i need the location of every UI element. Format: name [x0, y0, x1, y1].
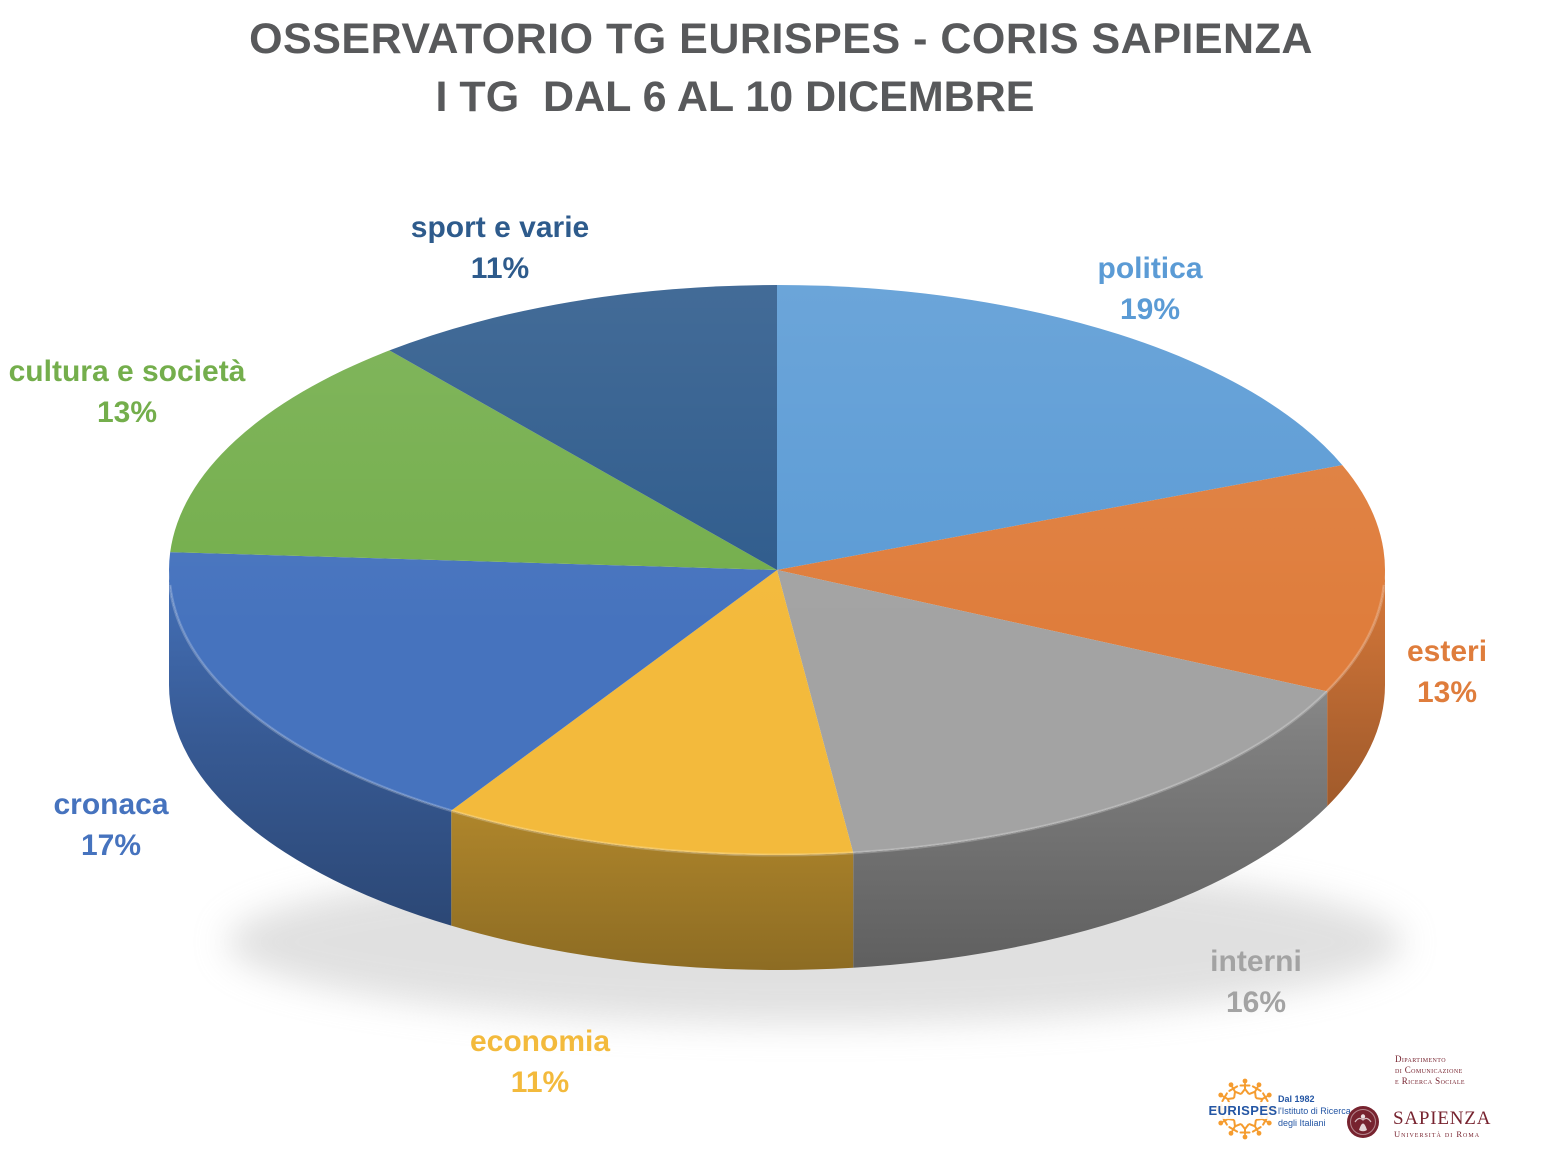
sapienza-seal-icon	[1347, 1106, 1379, 1138]
pie-slice-side-interni	[853, 691, 1328, 968]
eurispes-tagline-line: Dal 1982	[1278, 1094, 1315, 1104]
sapienza-subtitle: Università di Roma	[1394, 1129, 1481, 1139]
eurispes-tagline-line: l'Istituto di Ricerca	[1278, 1106, 1351, 1116]
eurispes-tagline-line: degli Italiani	[1278, 1118, 1326, 1128]
chart-subtitle: I TG DAL 6 AL 10 DICEMBRE	[435, 73, 1035, 121]
pie-bevel-highlight	[168, 584, 1386, 857]
sapienza-wordmark: SAPIENZA	[1393, 1108, 1492, 1129]
pie-slice-side-esteri	[1327, 570, 1385, 807]
pie-slice-side-economia	[451, 810, 854, 970]
chart-title: OSSERVATORIO TG EURISPES - CORIS SAPIENZ…	[249, 15, 1313, 63]
chart-title-block: OSSERVATORIO TG EURISPES - CORIS SAPIENZ…	[0, 14, 1562, 122]
sapienza-dept-line: Dipartimento	[1395, 1054, 1446, 1064]
sapienza-dept-line: di Comunicazione	[1395, 1065, 1463, 1075]
eurispes-tagline: Dal 1982 l'Istituto di Ricerca degli Ita…	[1278, 1093, 1351, 1129]
sapienza-dept-line: e Ricerca Sociale	[1395, 1076, 1465, 1086]
pie-sheen	[169, 285, 1385, 855]
eurispes-wordmark: EURISPES	[1188, 1102, 1298, 1119]
pie-slice-side-cronaca	[169, 570, 452, 926]
footer-logos: EURISPES Dal 1982 l'Istituto di Ricerca …	[1188, 1040, 1562, 1174]
sapienza-department-text: Dipartimento di Comunicazione e Ricerca …	[1395, 1054, 1465, 1087]
